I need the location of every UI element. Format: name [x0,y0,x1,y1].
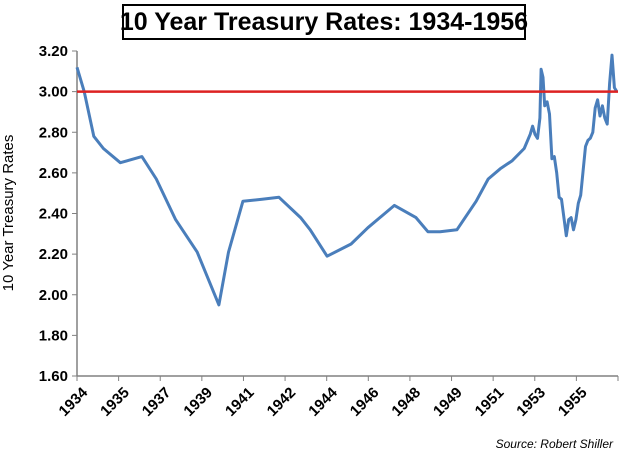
y-tick-label: 3.20 [39,43,68,60]
x-tick-label: 1951 [472,384,508,420]
series-line [75,53,619,307]
x-tick-label: 1935 [97,384,133,420]
chart-title: 10 Year Treasury Rates: 1934-1956 [120,4,528,40]
x-tick-label: 1946 [347,384,383,420]
x-tick-label: 1949 [430,384,466,420]
y-tick-group: 1.60 1.80 2.00 2.20 2.40 2.60 2.80 3.00 3.20 [39,43,77,385]
y-tick-label: 2.80 [39,124,68,141]
y-tick-label: 2.60 [39,165,68,182]
y-tick-label: 3.00 [39,84,68,101]
x-tick-label: 1944 [305,384,341,420]
y-tick-label: 1.80 [39,327,68,344]
x-tick-label: 1955 [555,384,591,420]
x-tick-label: 1948 [388,384,424,420]
x-tick-label: 1939 [180,384,216,420]
x-tick-group: 1934 1935 1937 1939 1941 1942 1944 1946 1948 1949… [56,376,619,420]
x-tick-label: 1934 [56,384,92,420]
y-tick-label: 2.40 [39,206,68,223]
source-note: Source: Robert Shiller [495,437,613,451]
y-tick-label: 2.20 [39,246,68,263]
y-axis-label: 10 Year Treasury Rates [0,135,17,292]
y-tick-label: 2.00 [39,287,68,304]
x-tick-label: 1953 [513,384,549,420]
x-tick-label: 1937 [139,384,175,420]
x-tick-label: 1942 [264,384,300,420]
y-tick-label: 1.60 [39,368,68,385]
x-tick-label: 1941 [222,384,258,420]
